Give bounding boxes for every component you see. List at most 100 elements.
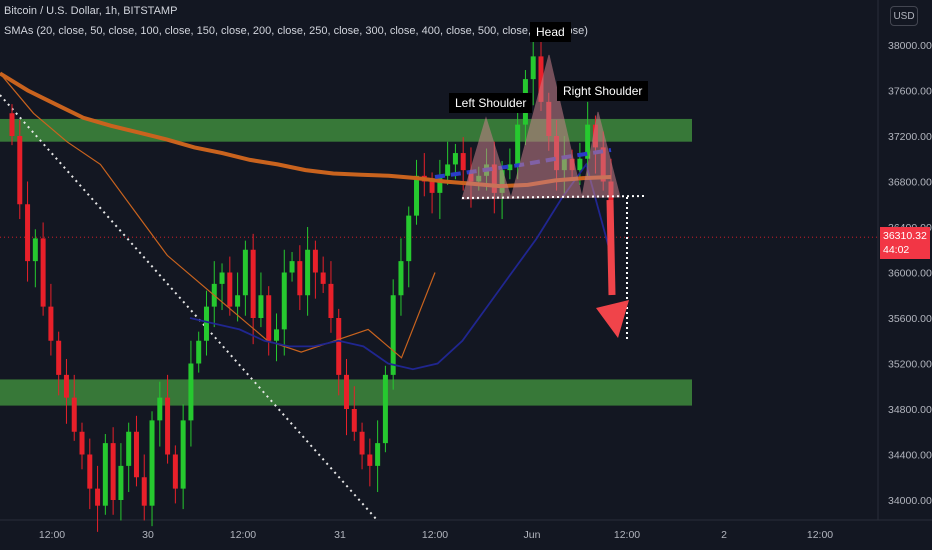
- candle-body: [266, 295, 272, 341]
- candle-body: [188, 363, 194, 421]
- candle-body: [382, 374, 388, 444]
- candle-body: [48, 306, 54, 341]
- candle-body: [398, 261, 404, 296]
- last-price-countdown: 44:02: [883, 244, 910, 256]
- y-tick-label: 35200.00: [888, 359, 932, 371]
- candle-body: [320, 272, 326, 284]
- y-tick-label: 38000.00: [888, 40, 932, 52]
- y-tick-label: 34000.00: [888, 495, 932, 507]
- last-price-value: 36310.32: [883, 230, 927, 242]
- candle-body: [219, 272, 225, 284]
- candle-body: [196, 340, 202, 364]
- candle-body: [281, 272, 287, 330]
- candle-body: [149, 420, 155, 506]
- head-label: Head: [530, 22, 571, 42]
- candle-body: [25, 204, 31, 262]
- right-shoulder-label: Right Shoulder: [557, 81, 649, 101]
- candle-body: [351, 409, 357, 432]
- candle-body: [530, 56, 536, 80]
- candle-body: [359, 431, 365, 455]
- y-tick-label: 36800.00: [888, 177, 932, 189]
- sma-orange-thin-line: [0, 73, 436, 359]
- candle-body: [367, 454, 373, 466]
- candle-body: [515, 124, 521, 165]
- candle-body: [157, 397, 163, 421]
- indicators-legend[interactable]: SMAs (20, close, 50, close, 100, close, …: [4, 25, 588, 37]
- breakdown-arrow-shaft: [606, 199, 616, 296]
- candle-body: [406, 215, 412, 262]
- candle-body: [79, 431, 85, 455]
- x-tick-label: 12:00: [807, 529, 833, 541]
- y-tick-label: 37200.00: [888, 131, 932, 143]
- x-tick-label: Jun: [524, 529, 541, 541]
- candle-body: [172, 454, 178, 489]
- candle-body: [336, 318, 342, 375]
- y-tick-label: 34800.00: [888, 404, 932, 416]
- x-tick-label: 12:00: [230, 529, 256, 541]
- candle-body: [133, 431, 139, 478]
- candle-body: [227, 272, 233, 307]
- candle-body: [273, 329, 279, 341]
- candle-body: [126, 431, 132, 466]
- symbol-title: Bitcoin / U.S. Dollar, 1h, BITSTAMP: [4, 5, 178, 17]
- candle-body: [9, 113, 15, 136]
- candle-body: [437, 175, 443, 193]
- candle-body: [17, 136, 23, 205]
- sma-blue-line: [189, 162, 612, 371]
- breakdown-arrow-head: [596, 300, 629, 338]
- candle-body: [375, 443, 381, 466]
- x-tick-label: 12:00: [422, 529, 448, 541]
- candle-body: [507, 164, 513, 171]
- candle-body: [40, 238, 46, 307]
- candle-body: [165, 397, 171, 455]
- candle-body: [538, 56, 544, 102]
- left-shoulder-label: Left Shoulder: [449, 93, 533, 113]
- sma-orange-thick-line: [0, 71, 612, 189]
- y-tick-label: 34400.00: [888, 450, 932, 462]
- x-tick-label: 12:00: [39, 529, 65, 541]
- candle-body: [305, 249, 311, 296]
- candle-body: [297, 261, 303, 296]
- trendline-dotted: [0, 94, 378, 521]
- candle-body: [180, 420, 186, 489]
- candle-body: [32, 238, 38, 262]
- candle-body: [452, 153, 458, 165]
- candle-body: [110, 443, 116, 500]
- head-shoulders-pattern: [461, 54, 621, 200]
- candle-body: [585, 124, 591, 159]
- candle-body: [141, 477, 147, 506]
- x-tick-label: 2: [721, 529, 727, 541]
- last-price-tag: 36310.32 44:02: [880, 227, 930, 259]
- candle-body: [429, 181, 435, 193]
- x-tick-label: 31: [334, 529, 346, 541]
- x-tick-label: 12:00: [614, 529, 640, 541]
- candle-body: [102, 443, 108, 506]
- candle-body: [289, 261, 295, 273]
- candle-body: [344, 374, 350, 409]
- candle-body: [56, 340, 62, 375]
- candle-body: [203, 306, 209, 341]
- currency-button[interactable]: USD: [890, 6, 918, 26]
- candle-body: [118, 465, 124, 500]
- candle-body: [312, 249, 318, 273]
- candle-body: [250, 249, 256, 318]
- candle-body: [242, 249, 248, 296]
- candle-body: [63, 374, 69, 398]
- y-tick-label: 35600.00: [888, 313, 932, 325]
- candle-body: [414, 175, 420, 216]
- candle-body: [445, 164, 451, 176]
- neckline-dashed: [434, 148, 612, 179]
- candle-body: [577, 158, 583, 171]
- candle-body: [258, 295, 264, 318]
- candle-body: [87, 454, 93, 489]
- candle-body: [71, 397, 77, 432]
- neckline-dotted: [461, 195, 646, 199]
- candle-body: [328, 283, 334, 318]
- candle-body: [460, 153, 466, 171]
- candle-body: [390, 295, 396, 375]
- candle-body: [235, 295, 241, 307]
- candle-body: [95, 488, 101, 506]
- y-tick-label: 36000.00: [888, 268, 932, 280]
- y-tick-label: 37600.00: [888, 86, 932, 98]
